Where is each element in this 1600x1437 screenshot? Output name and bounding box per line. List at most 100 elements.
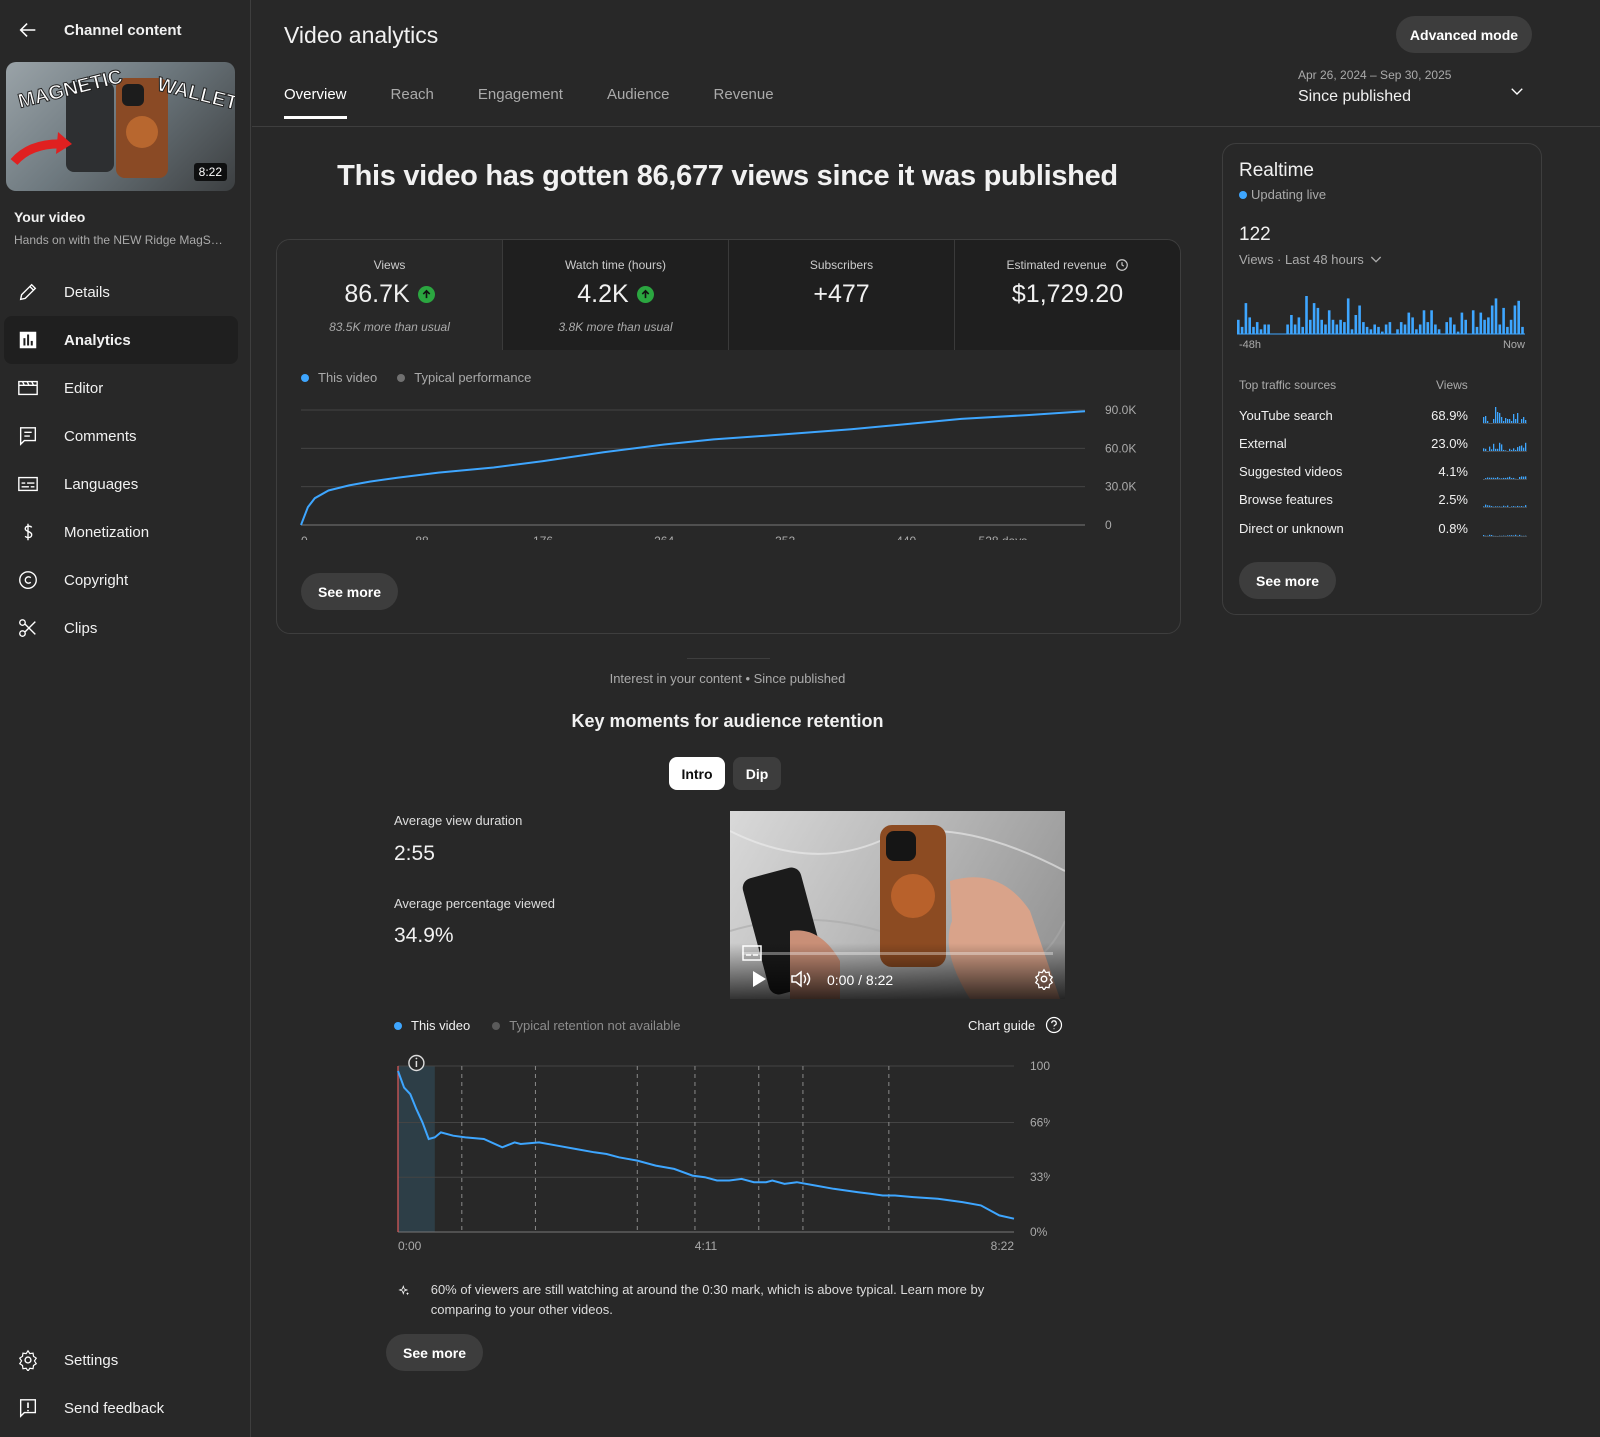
realtime-bar	[1437, 329, 1441, 335]
gear-icon[interactable]	[1033, 968, 1055, 990]
realtime-bar	[1297, 317, 1301, 334]
sparkline-bar	[1505, 506, 1507, 507]
x-tick-label: 440	[896, 534, 916, 540]
sparkline-bar	[1485, 504, 1487, 507]
x-tick-label: 8:22	[991, 1239, 1015, 1250]
source-sparkline	[1483, 442, 1527, 452]
sparkline-bar	[1495, 477, 1497, 479]
player-progress-bar[interactable]	[742, 952, 1053, 955]
sparkline-bar	[1505, 477, 1507, 479]
sidebar-item-editor[interactable]: Editor	[4, 364, 238, 412]
realtime-bar	[1244, 303, 1248, 334]
chart-guide-link[interactable]: Chart guide	[968, 1016, 1063, 1034]
sparkline-bar	[1499, 506, 1501, 507]
sparkline-bar	[1487, 477, 1489, 479]
captions-icon[interactable]	[742, 945, 762, 961]
sparkline-bar	[1497, 477, 1499, 479]
metric-revenue[interactable]: Estimated revenue $1,729.20	[955, 240, 1180, 350]
tab-revenue[interactable]: Revenue	[713, 86, 774, 103]
realtime-bar	[1502, 307, 1505, 334]
toggle-intro[interactable]: Intro	[669, 757, 725, 790]
play-icon[interactable]	[750, 969, 768, 989]
realtime-period-selector[interactable]: Views · Last 48 hours	[1239, 251, 1384, 267]
sparkline-bar	[1493, 535, 1495, 537]
sidebar-item-details[interactable]: Details	[4, 268, 238, 316]
sparkline-bar	[1515, 449, 1517, 451]
traffic-source-row[interactable]: Browse features 2.5%	[1239, 485, 1527, 513]
video-player[interactable]: 0:00 / 8:22	[730, 811, 1065, 999]
pencil-icon	[14, 278, 42, 306]
realtime-bar	[1240, 326, 1244, 334]
live-label: Updating live	[1251, 187, 1327, 202]
date-range-selector[interactable]: Apr 26, 2024 – Sep 30, 2025 Since publis…	[1298, 68, 1526, 112]
realtime-bar	[1324, 324, 1327, 334]
metric-subscribers[interactable]: Subscribers +477	[729, 240, 955, 350]
realtime-axis-end: Now	[1502, 339, 1525, 351]
feedback-icon	[14, 1394, 42, 1422]
sidebar-item-send-feedback[interactable]: Send feedback	[4, 1384, 238, 1432]
sidebar-item-settings[interactable]: Settings	[4, 1336, 238, 1384]
realtime-bar	[1411, 317, 1414, 334]
sparkline-bar	[1495, 506, 1497, 508]
sparkline-bar	[1493, 443, 1495, 451]
your-video-label: Your video	[14, 209, 86, 225]
traffic-source-row[interactable]: External 23.0%	[1239, 429, 1527, 457]
sidebar-item-comments[interactable]: Comments	[4, 412, 238, 460]
thumbnail-duration: 8:22	[193, 163, 227, 181]
traffic-source-row[interactable]: YouTube search 68.9%	[1239, 401, 1527, 429]
sparkline-bar	[1525, 505, 1527, 507]
legend-label: This video	[318, 370, 378, 385]
volume-icon[interactable]	[790, 969, 812, 989]
metric-value: 86.7K	[344, 280, 410, 308]
traffic-source-row[interactable]: Direct or unknown 0.8%	[1239, 514, 1527, 542]
sidebar-item-copyright[interactable]: Copyright	[4, 556, 238, 604]
video-title[interactable]: Hands on with the NEW Ridge MagSafe Wall…	[14, 233, 229, 247]
tab-bar: Overview Reach Engagement Audience Reven…	[284, 86, 818, 119]
metric-views[interactable]: Views 86.7K 83.5K more than usual	[277, 240, 503, 350]
realtime-bar	[1509, 319, 1513, 335]
sidebar-item-languages[interactable]: Languages	[4, 460, 238, 508]
toggle-dip[interactable]: Dip	[733, 757, 781, 790]
sparkline-bar	[1485, 448, 1487, 451]
arrow-up-icon	[417, 286, 435, 303]
retention-see-more-button[interactable]: See more	[386, 1334, 484, 1371]
sparkline-bar	[1519, 477, 1521, 479]
source-name: YouTube search	[1239, 407, 1333, 423]
sidebar-item-clips[interactable]: Clips	[4, 604, 238, 652]
sparkline-bar	[1485, 416, 1487, 423]
sparkline-bar	[1497, 506, 1499, 507]
sparkline-bar	[1525, 420, 1527, 423]
sparkline-bar	[1493, 506, 1495, 508]
metric-label: Watch time (hours)	[565, 258, 666, 272]
sparkline-bar	[1513, 477, 1515, 479]
back-button[interactable]	[14, 16, 42, 44]
realtime-bar	[1475, 326, 1479, 334]
comments-icon	[14, 422, 42, 450]
metric-value: 4.2K	[577, 280, 629, 308]
realtime-bar	[1331, 319, 1335, 335]
tab-reach[interactable]: Reach	[390, 86, 434, 103]
sidebar-item-monetization[interactable]: Monetization	[4, 508, 238, 556]
sparkline-bar	[1489, 534, 1491, 536]
realtime-see-more-button[interactable]: See more	[1239, 562, 1337, 599]
tab-overview[interactable]: Overview	[284, 86, 347, 119]
tab-audience[interactable]: Audience	[606, 86, 670, 103]
sparkline-bar	[1525, 442, 1527, 452]
overview-see-more-button[interactable]: See more	[301, 573, 399, 610]
video-thumbnail[interactable]: MAGNETIC WALLET 8:22	[6, 62, 235, 191]
advanced-mode-button[interactable]: Advanced mode	[1396, 16, 1532, 53]
period-label: Views · Last 48 hours	[1239, 251, 1364, 267]
y-tick-label: 90.0K	[1105, 403, 1136, 417]
sidebar-item-analytics[interactable]: Analytics	[4, 316, 238, 364]
metric-watch-time[interactable]: Watch time (hours) 4.2K 3.8K more than u…	[503, 240, 729, 350]
realtime-live-status: Updating live	[1239, 187, 1326, 202]
realtime-bar	[1403, 324, 1407, 334]
sparkline-bar	[1499, 442, 1501, 452]
realtime-bar	[1381, 331, 1384, 334]
scissors-icon	[14, 614, 42, 642]
realtime-bar	[1430, 310, 1433, 335]
traffic-source-row[interactable]: Suggested videos 4.1%	[1239, 457, 1527, 485]
realtime-bar	[1456, 331, 1460, 334]
tab-engagement[interactable]: Engagement	[477, 86, 563, 103]
sparkline-bar	[1519, 446, 1521, 452]
